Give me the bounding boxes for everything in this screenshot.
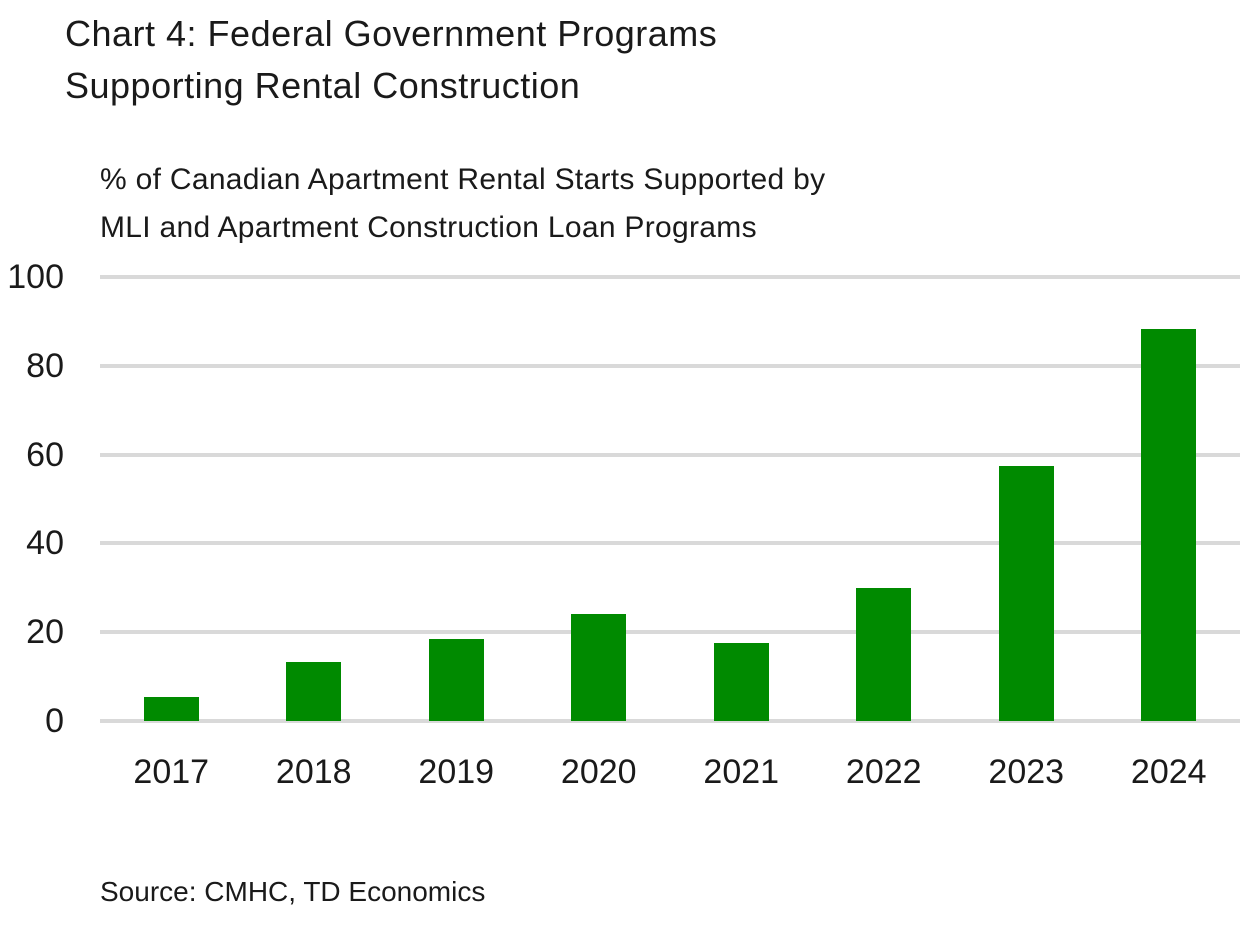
y-tick-label: 0 (45, 702, 64, 740)
x-tick-label: 2018 (275, 753, 352, 791)
gridline (100, 363, 1240, 368)
gridline (100, 541, 1240, 546)
y-tick-label: 40 (26, 524, 64, 563)
y-axis: 0 20 40 60 80 100 (0, 259, 64, 739)
gridline (100, 630, 1240, 635)
gridline (100, 719, 1240, 723)
x-tick-label: 2024 (1130, 753, 1207, 791)
x-tick-label: 2017 (133, 753, 210, 791)
bar-2019 (428, 639, 484, 721)
y-tick-label: 20 (26, 613, 64, 652)
x-axis: 2017 2018 2019 2020 2021 2022 2023 2024 (100, 751, 1240, 793)
chart-title: Chart 4: Federal Government Programs Sup… (65, 13, 718, 106)
x-tick-label: 2022 (845, 753, 922, 791)
bar-2023 (998, 465, 1054, 721)
bar-2018 (286, 661, 342, 721)
gridline (100, 275, 1240, 279)
y-tick-label: 100 (7, 258, 64, 296)
x-tick-label: 2021 (703, 753, 780, 791)
bar-2020 (571, 613, 627, 721)
x-tick-label: 2020 (560, 753, 637, 791)
gridline (100, 452, 1240, 457)
y-tick-label: 80 (26, 346, 64, 385)
x-tick-label: 2019 (418, 753, 495, 791)
bar-2017 (143, 697, 199, 721)
x-tick-label: 2023 (988, 753, 1065, 791)
bar-2024 (1141, 328, 1197, 721)
bar-2022 (856, 587, 912, 721)
source-note: Source: CMHC, TD Economics (100, 876, 486, 907)
plot-area (100, 275, 1240, 723)
y-tick-label: 60 (26, 435, 64, 474)
bar-2021 (713, 642, 769, 721)
chart-subtitle: % of Canadian Apartment Rental Starts Su… (100, 163, 826, 244)
